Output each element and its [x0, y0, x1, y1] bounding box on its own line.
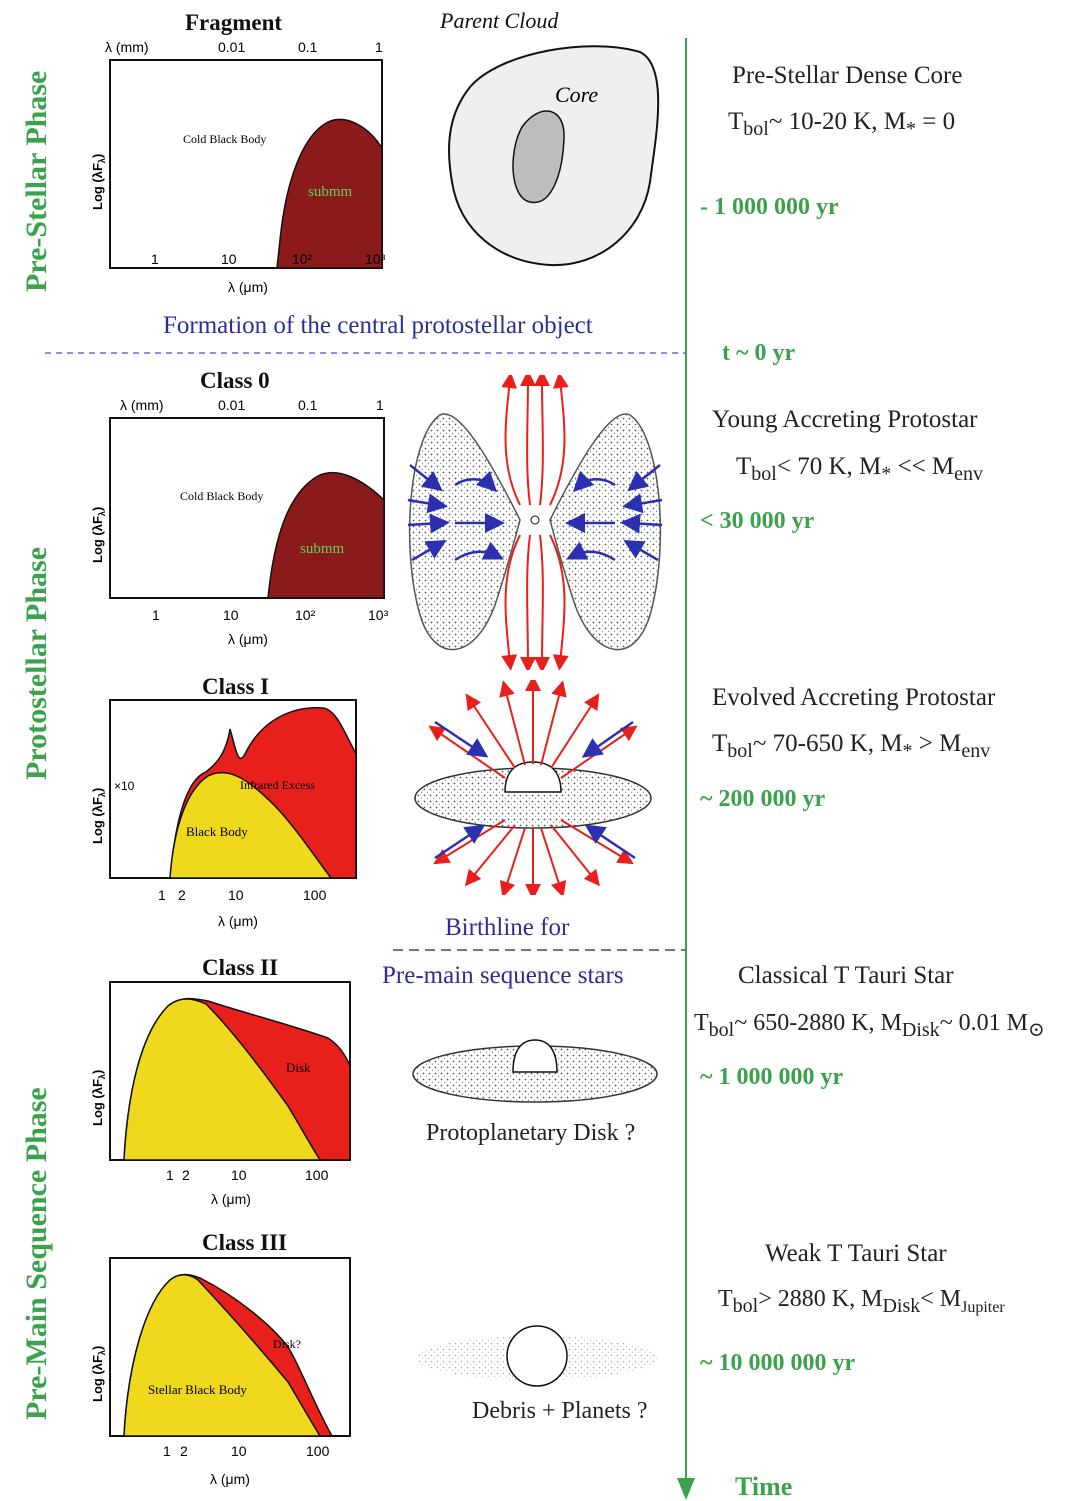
class1-sed-chart: Infrared Excess Black Body ×10 Log (λFλ)… — [88, 694, 388, 940]
class0-top-tick-1: 0.01 — [218, 397, 245, 413]
class0-xtick-2: 10 — [223, 607, 239, 623]
class2-disk-label: Disk — [286, 1060, 311, 1075]
fragment-body-label: Cold Black Body — [183, 132, 266, 146]
stage-name-5: Weak T Tauri Star — [765, 1240, 947, 1268]
class0-xlabel: λ (μm) — [228, 631, 268, 647]
time-zero-marker: t ~ 0 yr — [722, 340, 795, 367]
stage-name-2: Young Accreting Protostar — [712, 406, 978, 434]
class3-body-label: Stellar Black Body — [148, 1382, 247, 1397]
class0-top-axis-label: λ (mm) — [120, 397, 164, 413]
stage-time-3: ~ 200 000 yr — [700, 786, 825, 813]
birthline-caption-2: Pre-main sequence stars — [382, 962, 624, 990]
class0-submm-label: submm — [300, 541, 345, 557]
class2-xtick-1: 1 — [166, 1167, 174, 1183]
birthline-caption-1: Birthline for — [445, 914, 569, 942]
class2-xtick-2: 2 — [182, 1167, 190, 1183]
class0-left-lobe — [410, 414, 520, 650]
time-axis-label: Time — [735, 1472, 792, 1501]
class1-ir-label: Infrared Excess — [240, 778, 315, 792]
class1-xtick-4: 100 — [303, 887, 327, 903]
class0-xtick-1: 1 — [152, 607, 160, 623]
class2-star — [513, 1040, 557, 1072]
fragment-top-tick-2: 0.1 — [298, 39, 318, 55]
time-axis-arrow-icon — [677, 1478, 695, 1500]
stage-time-2: < 30 000 yr — [700, 508, 814, 535]
class1-ylabel: Log (λFλ) — [90, 788, 107, 844]
class3-star — [507, 1326, 567, 1386]
class1-scale-note: ×10 — [114, 779, 135, 793]
fragment-xtick-4: 10³ — [365, 251, 386, 267]
stage-time-4: ~ 1 000 000 yr — [700, 1064, 843, 1091]
fragment-submm-label: submm — [308, 184, 353, 200]
class1-body-label: Black Body — [186, 824, 248, 839]
class0-ylabel: Log (λFλ) — [90, 507, 107, 563]
class0-protostar — [531, 516, 539, 524]
class3-disk-label: Disk? — [273, 1337, 301, 1351]
class3-xtick-1: 1 — [163, 1443, 171, 1459]
class2-illustration — [410, 1030, 660, 1120]
class0-top-tick-2: 0.1 — [298, 397, 318, 413]
class0-sed-chart: λ (mm) 0.01 0.1 1 Cold Black Body submm … — [88, 388, 398, 656]
fragment-top-tick-3: 1 — [375, 39, 383, 55]
class1-xtick-3: 10 — [228, 887, 244, 903]
fragment-xlabel: λ (μm) — [228, 279, 268, 295]
class1-xlabel: λ (μm) — [218, 913, 258, 929]
debris-caption: Debris + Planets ? — [472, 1398, 648, 1425]
class0-xtick-4: 10³ — [368, 607, 389, 623]
stage-formula-4: Tbol~ 650-2880 K, MDisk~ 0.01 M⊙ — [694, 1010, 1045, 1042]
stage-formula-3: Tbol~ 70-650 K, M* > Menv — [712, 730, 990, 763]
class2-xlabel: λ (μm) — [211, 1191, 251, 1207]
stage-formula-1: Tbol~ 10-20 K, M* = 0 — [728, 108, 955, 141]
fragment-xtick-2: 10 — [221, 251, 237, 267]
fragment-xtick-3: 10² — [292, 251, 313, 267]
class2-sed-chart: Disk Log (λFλ) 1 2 10 100 λ (μm) — [88, 976, 388, 1216]
stage-name-3: Evolved Accreting Protostar — [712, 684, 995, 712]
class2-ylabel: Log (λFλ) — [90, 1070, 107, 1126]
class3-xtick-4: 100 — [306, 1443, 330, 1459]
stage-formula-2: Tbol< 70 K, M* << Menv — [736, 453, 983, 486]
class1-illustration — [405, 680, 665, 895]
class3-xlabel: λ (μm) — [210, 1471, 250, 1487]
class3-illustration — [412, 1318, 662, 1398]
formation-caption: Formation of the central protostellar ob… — [163, 312, 593, 340]
stage-name-4: Classical T Tauri Star — [738, 962, 954, 990]
fragment-top-tick-1: 0.01 — [218, 39, 245, 55]
class0-xtick-3: 10² — [295, 607, 316, 623]
protoplanetary-caption: Protoplanetary Disk ? — [426, 1120, 635, 1147]
stage-formula-5: Tbol> 2880 K, MDisk< MJupiter — [718, 1286, 1005, 1318]
class0-top-tick-3: 1 — [376, 397, 384, 413]
class0-body-label: Cold Black Body — [180, 489, 263, 503]
parent-cloud-label: Parent Cloud — [440, 8, 558, 34]
class0-right-lobe — [550, 414, 660, 650]
fragment-top-axis-label: λ (mm) — [105, 39, 149, 55]
class3-sed-chart: Disk? Stellar Black Body Log (λFλ) 1 2 1… — [88, 1252, 388, 1497]
class3-xtick-3: 10 — [231, 1443, 247, 1459]
class3-xtick-2: 2 — [180, 1443, 188, 1459]
class3-ylabel: Log (λFλ) — [90, 1346, 107, 1402]
class2-xtick-3: 10 — [231, 1167, 247, 1183]
parent-cloud-illustration: Core — [430, 32, 670, 272]
class1-xtick-1: 1 — [158, 887, 166, 903]
fragment-sed-chart: λ (mm) 0.01 0.1 1 Cold Black Body submm … — [88, 30, 398, 300]
core-label: Core — [555, 82, 598, 107]
class2-xtick-4: 100 — [305, 1167, 329, 1183]
class0-illustration — [400, 375, 670, 670]
fragment-ylabel: Log (λFλ) — [90, 154, 107, 210]
stage-name-1: Pre-Stellar Dense Core — [732, 62, 962, 90]
stage-time-1: - 1 000 000 yr — [700, 194, 839, 221]
class1-xtick-2: 2 — [178, 887, 186, 903]
stage-time-5: ~ 10 000 000 yr — [700, 1350, 855, 1377]
fragment-xtick-1: 1 — [151, 251, 159, 267]
